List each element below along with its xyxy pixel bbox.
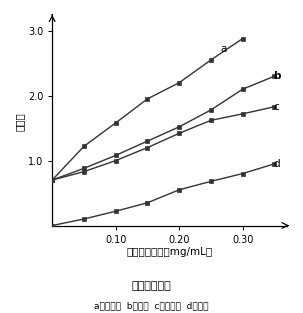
Text: a: a — [221, 44, 227, 54]
Y-axis label: 吸光值: 吸光值 — [15, 112, 25, 131]
Text: d: d — [273, 159, 280, 169]
Text: c: c — [273, 102, 279, 112]
Text: b: b — [273, 71, 281, 81]
X-axis label: 糖的溶液浓度（mg/mL）: 糖的溶液浓度（mg/mL） — [127, 247, 213, 257]
Text: a一松三糖  b一果糖  c一葡萄糖  d一蔗糖: a一松三糖 b一果糖 c一葡萄糖 d一蔗糖 — [94, 302, 209, 310]
Text: 光度标准曲线: 光度标准曲线 — [132, 281, 171, 291]
